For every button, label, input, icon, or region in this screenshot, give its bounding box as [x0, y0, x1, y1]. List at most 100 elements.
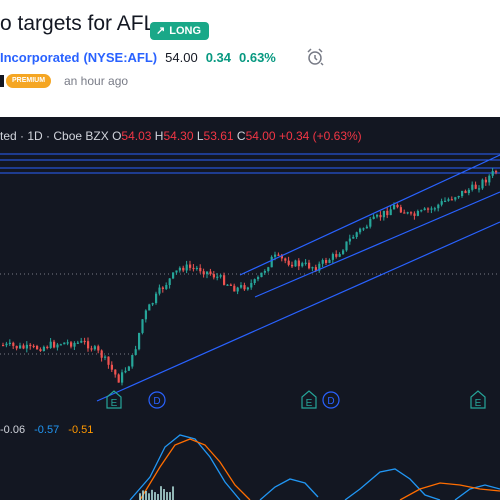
candle-body [246, 287, 249, 290]
legend-interval[interactable]: 1D [27, 129, 43, 143]
legend-low: 53.61 [203, 129, 234, 143]
macd-line [454, 484, 500, 500]
candle-body [134, 349, 137, 355]
candle-body [430, 208, 433, 210]
long-badge-label: LONG [169, 25, 201, 37]
candle-body [80, 340, 83, 343]
candle-body [328, 259, 331, 263]
candle-body [151, 303, 154, 305]
trendline-lower-support [96, 221, 500, 402]
candle-body [236, 287, 239, 292]
candle-body [161, 287, 164, 289]
earnings-marker-label: E [475, 398, 482, 409]
candle-body [66, 342, 69, 344]
symbol-link[interactable]: (NYSE:AFL) [83, 50, 158, 65]
earnings-marker-label: E [306, 398, 313, 409]
candle-body [308, 262, 311, 269]
author-avatar[interactable] [0, 75, 4, 87]
candle-body [437, 204, 440, 209]
legend-high: 54.30 [163, 129, 194, 143]
candle-body [121, 372, 124, 383]
candle-body [471, 184, 474, 190]
candle-body [19, 345, 22, 349]
macd-line [259, 478, 319, 500]
candle-body [185, 264, 188, 271]
macd-line [129, 434, 241, 500]
price-change: 0.34 [205, 50, 231, 65]
candle-body [484, 179, 487, 183]
candle-body [97, 346, 100, 351]
candle-body [73, 342, 76, 347]
candle-body [420, 210, 423, 212]
candle-body [423, 208, 426, 211]
trend-up-arrow-icon: ↗ [156, 25, 166, 37]
candle-body [260, 272, 263, 278]
idea-header: o targets for AFL ↗ LONG Incorporated (NYS… [0, 0, 500, 117]
candle-body [379, 214, 382, 218]
candle-body [229, 284, 232, 286]
candle-body [403, 212, 406, 214]
trendline-channel-upper [239, 154, 500, 276]
candle-body [250, 283, 253, 288]
candle-body [117, 374, 120, 383]
candle-body [100, 350, 103, 358]
company-link[interactable]: Incorporated [0, 50, 80, 65]
earnings-marker-icon [106, 390, 122, 409]
candle-body [243, 285, 246, 290]
candle-body [29, 344, 32, 347]
candle-body [335, 254, 338, 257]
candle-body [416, 210, 419, 216]
candle-body [491, 171, 494, 176]
candle-body [5, 343, 8, 346]
candle-body [172, 272, 175, 279]
candle-body [15, 345, 18, 349]
candle-body [226, 284, 229, 286]
candle-body [53, 341, 56, 348]
posted-time: an hour ago [64, 74, 129, 88]
candle-body [393, 204, 396, 210]
candle-body [399, 207, 402, 213]
dividend-marker-label: D [153, 396, 160, 407]
candle-body [233, 285, 236, 292]
candle-body [22, 345, 25, 349]
candle-body [321, 260, 324, 264]
candle-body [209, 271, 212, 275]
candle-body [158, 287, 161, 294]
candle-body [464, 190, 467, 194]
candle-body [454, 197, 457, 200]
candle-body [212, 274, 215, 278]
legend-symbol: ted [0, 129, 17, 143]
legend-change: +0.34 (+0.63%) [278, 129, 362, 143]
premium-badge: PREMIUM [6, 74, 52, 88]
candle-body [219, 275, 222, 277]
candle-body [440, 201, 443, 205]
trendline-channel-lower [254, 191, 500, 298]
candle-body [433, 208, 436, 210]
alarm-clock-icon[interactable] [305, 47, 325, 67]
candle-body [110, 364, 113, 370]
candle-body [257, 277, 260, 280]
legend-close: 54.00 [245, 129, 276, 143]
candle-body [2, 345, 5, 347]
candle-body [59, 344, 62, 346]
candle-body [280, 254, 283, 259]
candle-body [348, 238, 351, 242]
legend-high-label: H [154, 129, 164, 143]
candle-body [342, 250, 345, 254]
legend-open-label: O [112, 129, 122, 143]
dividend-marker-label: D [327, 396, 334, 407]
candle-body [287, 260, 290, 265]
legend-close-label: C [236, 129, 246, 143]
candle-body [495, 171, 498, 173]
legend-open: 54.03 [121, 129, 152, 143]
long-badge[interactable]: ↗ LONG [150, 22, 209, 40]
chart-pane[interactable]: E D E D E ted · 1D · Cboe BZX O54.03 H54.30 … [0, 117, 500, 500]
candle-body [195, 267, 198, 270]
candle-body [202, 271, 205, 275]
candle-body [304, 262, 307, 264]
candle-body [352, 236, 355, 239]
candle-body [301, 263, 304, 267]
candle-body [274, 254, 277, 257]
candle-body [389, 209, 392, 216]
